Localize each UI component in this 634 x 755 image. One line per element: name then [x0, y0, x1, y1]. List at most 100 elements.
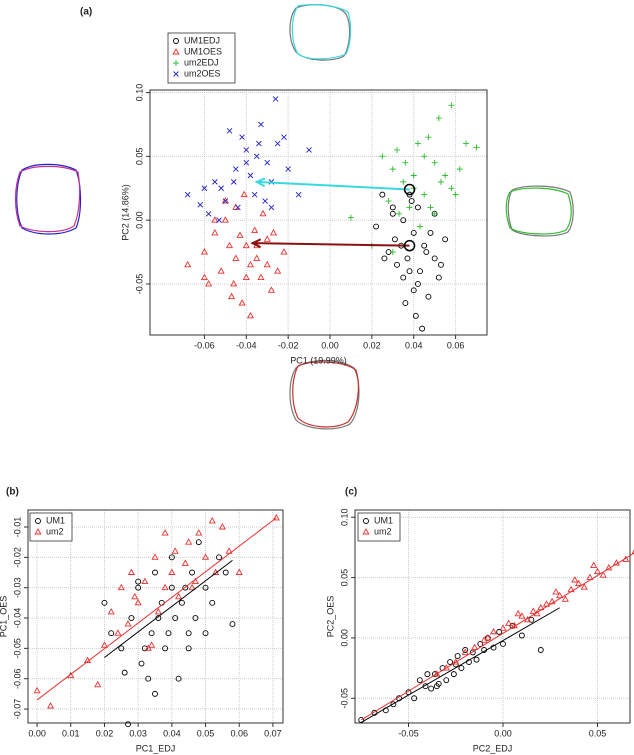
point	[443, 677, 450, 684]
point	[425, 134, 432, 141]
point	[243, 147, 250, 153]
point	[571, 576, 579, 583]
point	[484, 634, 492, 641]
arrow-origin	[403, 239, 416, 252]
point	[435, 115, 442, 122]
point	[505, 619, 513, 626]
point	[417, 268, 423, 275]
point	[114, 629, 122, 636]
x-tick-label: 0.00	[321, 340, 339, 350]
point	[400, 217, 407, 224]
point	[408, 198, 415, 204]
point	[599, 571, 607, 578]
point	[396, 210, 403, 217]
point	[410, 287, 417, 294]
x-tick-label: 0.02	[363, 340, 381, 350]
x-tick-label: 0.03	[129, 728, 147, 738]
point	[201, 185, 208, 192]
point	[496, 628, 503, 635]
point	[433, 683, 440, 690]
point	[221, 216, 229, 223]
point	[238, 299, 246, 306]
point	[108, 630, 115, 637]
point	[152, 690, 158, 697]
point	[575, 579, 583, 587]
point	[168, 584, 175, 591]
point	[435, 274, 442, 281]
y-tick-label: 0.10	[339, 508, 349, 526]
point	[272, 513, 280, 521]
x-tick-label: -0.05	[398, 728, 419, 738]
point	[431, 159, 438, 166]
point	[251, 191, 258, 198]
point	[171, 547, 179, 554]
point	[402, 159, 409, 166]
point	[423, 249, 430, 256]
point	[117, 583, 125, 591]
point	[243, 159, 250, 166]
point	[151, 553, 159, 560]
point	[225, 241, 234, 249]
point	[229, 621, 236, 628]
point	[442, 236, 449, 243]
point	[251, 226, 259, 233]
point	[165, 630, 172, 637]
point	[433, 670, 441, 677]
legend-marker	[34, 528, 42, 535]
point	[184, 260, 192, 268]
point	[393, 146, 400, 153]
mean-arrow	[252, 242, 410, 247]
y-axis-label: PC2 (14.86%)	[120, 184, 130, 241]
point	[172, 615, 179, 621]
point	[421, 153, 428, 160]
point	[274, 140, 281, 147]
point	[437, 178, 444, 185]
point	[442, 172, 449, 179]
point	[263, 235, 271, 242]
point	[107, 608, 115, 615]
point	[208, 517, 216, 524]
point	[537, 647, 544, 653]
arrow-head	[254, 177, 266, 188]
point	[406, 268, 413, 275]
point	[226, 128, 233, 134]
y-tick-label: 0.05	[339, 569, 349, 587]
point	[471, 643, 479, 651]
point	[161, 529, 169, 536]
point	[211, 216, 219, 223]
point	[228, 292, 236, 300]
point	[197, 202, 204, 208]
point	[379, 191, 386, 198]
y-axis-label: PC2_OES	[325, 596, 335, 638]
point	[184, 191, 191, 198]
plot-frame	[27, 509, 284, 724]
y-tick-label: 0.05	[134, 148, 144, 166]
y-tick-label: -0.01	[12, 517, 22, 538]
point	[389, 210, 396, 217]
legend-marker	[35, 518, 41, 524]
point	[306, 147, 312, 153]
point	[458, 665, 465, 672]
legend-marker	[173, 38, 179, 44]
legend-label: um2	[374, 526, 392, 536]
regression-line	[104, 559, 233, 658]
point	[94, 680, 102, 688]
x-tick-label: 0.01	[62, 728, 80, 738]
point	[390, 701, 397, 708]
point	[295, 191, 302, 198]
point	[178, 599, 185, 606]
point	[121, 669, 128, 676]
point	[195, 539, 202, 546]
point	[379, 153, 386, 160]
point	[100, 641, 109, 648]
point	[175, 675, 182, 682]
point	[285, 166, 291, 172]
point	[561, 595, 569, 602]
point	[182, 584, 189, 591]
point	[141, 645, 148, 652]
point	[135, 584, 142, 591]
point	[128, 615, 135, 621]
point	[141, 577, 149, 585]
point	[202, 630, 209, 637]
point	[211, 228, 219, 236]
